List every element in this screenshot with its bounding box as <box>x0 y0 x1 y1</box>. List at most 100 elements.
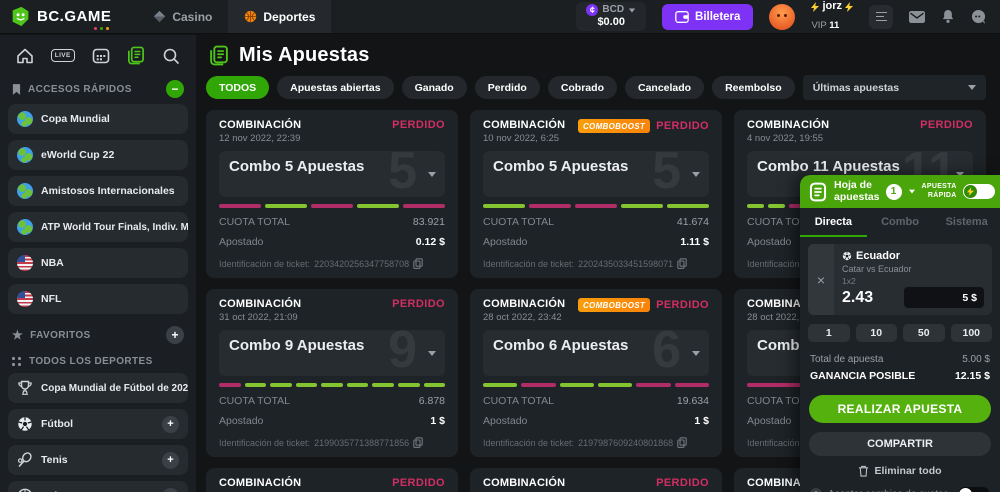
currency-selector[interactable]: ¢ BCD $0.00 <box>576 2 647 31</box>
quick-amount-100[interactable]: 100 <box>950 324 992 342</box>
sidebar-item-nfl[interactable]: NFL <box>8 284 188 314</box>
chevron-down-icon <box>968 85 976 90</box>
copy-icon[interactable] <box>677 437 687 448</box>
bet-legs-progress <box>483 383 709 387</box>
status-badge: PERDIDO <box>656 477 709 489</box>
tab-directa[interactable]: Directa <box>800 208 867 237</box>
sidebar-item-baloncesto[interactable]: Baloncesto + <box>8 481 188 492</box>
my-bets-icon <box>208 45 229 66</box>
chevron-down-icon[interactable] <box>908 189 915 194</box>
bell-icon[interactable] <box>941 9 955 24</box>
sort-dropdown[interactable]: Últimas apuestas <box>802 75 986 100</box>
home-icon[interactable] <box>16 47 34 65</box>
top-navbar: BC.GAME Casino Deportes ¢ BCD <box>0 0 1000 34</box>
filter-reembolso[interactable]: Reembolso <box>712 76 795 99</box>
filter-todos[interactable]: TODOS <box>206 76 270 99</box>
tab-combo[interactable]: Combo <box>881 215 919 228</box>
calendar-icon[interactable] <box>92 47 110 65</box>
currency-code: BCD <box>602 4 625 16</box>
combo-expander[interactable]: Combo 5 Apuestas 5 <box>219 151 445 197</box>
chevron-down-icon <box>692 351 700 356</box>
combo-title: Combo 6 Apuestas <box>493 337 629 354</box>
stake-amount-input[interactable] <box>904 287 984 308</box>
collapse-quick-access-button[interactable]: − <box>166 80 184 98</box>
bet-type: COMBINACIÓN <box>747 119 830 131</box>
bet-card: COMBINACIÓN 28 oct 2022, 23:42 COMBOBOOS… <box>470 289 722 457</box>
ticket-id-row: Identificación de ticket: 22034202563477… <box>219 258 423 269</box>
expand-futbol-button[interactable]: + <box>162 415 179 433</box>
tab-sistema[interactable]: Sistema <box>945 215 988 228</box>
filter-cancelado[interactable]: Cancelado <box>624 76 705 99</box>
soccer-ball-icon <box>842 251 852 261</box>
bet-slip-title: Hoja de apuestas <box>834 179 880 203</box>
bet-list-icon[interactable] <box>869 4 893 29</box>
sidebar-item-label: Amistosos Internacionales <box>41 185 175 197</box>
combo-expander[interactable]: Combo 9 Apuestas 9 <box>219 330 445 376</box>
sidebar-item-copa-mundial[interactable]: Copa Mundial <box>8 104 188 134</box>
bc-game-logo-icon <box>10 6 31 27</box>
sidebar-item-tenis[interactable]: Tenis + <box>8 445 188 475</box>
copy-icon[interactable] <box>413 437 423 448</box>
clear-all-button[interactable]: Eliminar todo <box>800 465 1000 477</box>
sidebar-item-futbol[interactable]: Fútbol + <box>8 409 188 439</box>
quick-amount-50[interactable]: 50 <box>903 324 945 342</box>
nav-casino[interactable]: Casino <box>137 0 228 33</box>
quick-amount-10[interactable]: 10 <box>855 324 897 342</box>
all-sports-header: TODOS LOS DEPORTES <box>8 350 188 373</box>
bet-count-badge[interactable]: 1 <box>885 183 902 200</box>
live-icon[interactable]: LIVE <box>50 49 75 62</box>
navbar-right: ¢ BCD $0.00 Billetera jorz VIP 1 <box>576 0 1000 32</box>
possible-win-label: GANANCIA POSIBLE <box>810 370 916 382</box>
mail-icon[interactable] <box>909 10 925 23</box>
sidebar-item-label: NBA <box>41 257 64 269</box>
combo-count-watermark: 6 <box>652 330 681 376</box>
expand-tenis-button[interactable]: + <box>162 451 179 469</box>
sidebar-item-eworld-cup[interactable]: eWorld Cup 22 <box>8 140 188 170</box>
chat-support-icon[interactable] <box>971 9 986 24</box>
possible-win-value: 12.15 $ <box>954 370 990 382</box>
place-bet-button[interactable]: REALIZAR APUESTA <box>809 394 991 423</box>
combo-count-watermark: 5 <box>388 151 417 197</box>
remove-selection-button[interactable]: × <box>808 244 834 315</box>
comboboost-badge: COMBOBOOST <box>577 298 651 312</box>
ticket-id-row: Identificación de ticket: 21990357713887… <box>219 437 423 448</box>
filter-perdido[interactable]: Perdido <box>474 76 540 99</box>
avatar[interactable] <box>769 3 796 30</box>
search-icon[interactable] <box>162 47 180 65</box>
status-badge: PERDIDO <box>392 119 445 131</box>
ticket-id-row: Identificación de ticket: <box>747 259 842 269</box>
logo-dots <box>94 27 110 30</box>
vip-level: 11 <box>829 19 840 31</box>
quick-bet-toggle[interactable] <box>962 184 995 199</box>
casino-diamond-icon <box>153 10 166 23</box>
share-button[interactable]: COMPARTIR <box>809 431 991 456</box>
page-header: Mis Apuestas <box>208 43 1000 67</box>
nav-deportes[interactable]: Deportes <box>228 0 332 33</box>
bc-game-logo[interactable]: BC.GAME <box>10 6 111 30</box>
filter-ganado[interactable]: Ganado <box>401 76 467 99</box>
filter-apuestas-abiertas[interactable]: Apuestas abiertas <box>277 76 394 99</box>
copy-icon[interactable] <box>413 258 423 269</box>
quick-amount-1[interactable]: 1 <box>808 324 850 342</box>
combo-expander[interactable]: Combo 6 Apuestas 6 <box>483 330 709 376</box>
sidebar-item-atp-finals[interactable]: ATP World Tour Finals, Indiv. Masc. <box>8 212 188 242</box>
expand-favorites-button[interactable]: + <box>166 326 184 344</box>
accept-odds-toggle[interactable] <box>958 486 990 492</box>
sidebar-item-copa-mundial-2022[interactable]: Copa Mundial de Fútbol de 2022 <box>8 373 188 403</box>
bet-date: 31 oct 2022, 21:09 <box>219 312 298 323</box>
copy-icon[interactable] <box>677 258 687 269</box>
combo-expander[interactable]: Combo 5 Apuestas 5 <box>483 151 709 197</box>
bet-type: COMBINACIÓN <box>483 477 566 489</box>
selection-team: Ecuador <box>856 250 901 262</box>
sidebar-item-amistosos[interactable]: Amistosos Internacionales <box>8 176 188 206</box>
expand-baloncesto-button[interactable]: + <box>162 487 179 492</box>
ticket-id-row: Identificación de ticket: 21979876092408… <box>483 437 687 448</box>
my-bets-icon[interactable] <box>126 46 145 65</box>
user-block[interactable]: jorz VIP 11 <box>811 0 853 32</box>
trophy-icon <box>17 380 33 396</box>
sidebar-item-nba[interactable]: NBA <box>8 248 188 278</box>
chevron-down-icon <box>428 172 436 177</box>
wallet-button[interactable]: Billetera <box>662 3 754 30</box>
filter-cobrado[interactable]: Cobrado <box>547 76 617 99</box>
